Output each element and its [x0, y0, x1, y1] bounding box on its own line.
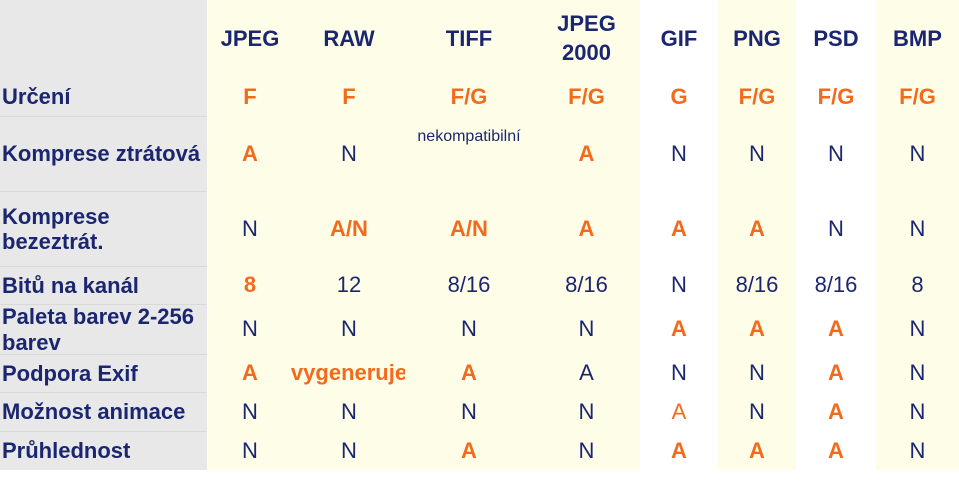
table-cell: 8/16: [796, 266, 876, 304]
row-header: Komprese bezeztrát.: [0, 191, 207, 266]
row-header: Bitů na kanál: [0, 266, 207, 304]
column-header: GIF: [640, 0, 718, 78]
table-cell: A: [640, 431, 718, 470]
table-cell: A/N: [405, 191, 533, 266]
table-cell: 8/16: [405, 266, 533, 304]
table-cell: A: [640, 191, 718, 266]
table-cell: A: [405, 431, 533, 470]
table-cell: F/G: [796, 78, 876, 116]
table-cell: N: [293, 431, 405, 470]
table-cell: N: [876, 116, 959, 191]
table-cell: A: [533, 116, 640, 191]
table-cell: A: [718, 191, 796, 266]
table-cell: F/G: [876, 78, 959, 116]
table-cell: N: [405, 392, 533, 431]
table-cell: 8: [876, 266, 959, 304]
table-cell: N: [405, 304, 533, 354]
column-header: BMP: [876, 0, 959, 78]
table-cell: F: [293, 78, 405, 116]
table-cell: A: [718, 304, 796, 354]
table-cell: N: [207, 304, 293, 354]
table-cell: A: [640, 304, 718, 354]
column-header: RAW: [293, 0, 405, 78]
table-cell: N: [876, 304, 959, 354]
table-cell: N: [876, 191, 959, 266]
table-cell: N: [640, 266, 718, 304]
table-cell: N: [533, 392, 640, 431]
table-cell: A: [718, 431, 796, 470]
table-cell: A: [640, 392, 718, 431]
table-cell: 8: [207, 266, 293, 304]
row-header: Paleta barev 2-256 barev: [0, 304, 207, 355]
table-cell: N: [293, 392, 405, 431]
table-cell: N: [796, 116, 876, 191]
table-cell: A: [207, 354, 293, 392]
table-cell: A: [796, 431, 876, 470]
table-cell: N: [876, 354, 959, 392]
column-header: TIFF: [405, 0, 533, 78]
row-header: Komprese ztrátová: [0, 116, 207, 191]
table-cell: N: [718, 116, 796, 191]
table-cell: nekompatibilní: [405, 116, 533, 191]
table-cell: A: [796, 304, 876, 354]
table-cell: A: [207, 116, 293, 191]
table-cell: N: [207, 191, 293, 266]
table-cell: G: [640, 78, 718, 116]
table-cell: A: [796, 354, 876, 392]
table-cell: N: [718, 392, 796, 431]
table-cell: F: [207, 78, 293, 116]
table-cell: N: [796, 191, 876, 266]
table-cell: A/N: [293, 191, 405, 266]
table-cell: N: [876, 392, 959, 431]
row-header: Možnost animace: [0, 392, 207, 431]
table-cell: N: [207, 431, 293, 470]
table-cell: 8/16: [533, 266, 640, 304]
table-cell: A: [533, 354, 640, 392]
table-cell: F/G: [533, 78, 640, 116]
table-cell: 8/16: [718, 266, 796, 304]
table-cell: A: [796, 392, 876, 431]
table-cell: N: [533, 304, 640, 354]
table-cell: N: [640, 116, 718, 191]
table-cell: N: [876, 431, 959, 470]
table-cell: N: [293, 116, 405, 191]
table-cell: N: [533, 431, 640, 470]
table-corner: [0, 0, 207, 78]
table-cell: F/G: [405, 78, 533, 116]
table-cell: F/G: [718, 78, 796, 116]
table-cell: N: [293, 304, 405, 354]
table-cell: vygeneruje: [291, 354, 407, 392]
column-header: JPEG 2000: [533, 0, 640, 78]
table-cell: N: [640, 354, 718, 392]
table-cell: A: [533, 191, 640, 266]
row-header: Podpora Exif: [0, 354, 207, 392]
table-cell: A: [405, 354, 533, 392]
row-header: Určení: [0, 78, 207, 116]
table-cell: 12: [293, 266, 405, 304]
table-cell: N: [718, 354, 796, 392]
column-header: PNG: [718, 0, 796, 78]
table-cell: N: [207, 392, 293, 431]
column-header: PSD: [796, 0, 876, 78]
row-header: Průhlednost: [0, 431, 207, 470]
column-header: JPEG: [207, 0, 293, 78]
